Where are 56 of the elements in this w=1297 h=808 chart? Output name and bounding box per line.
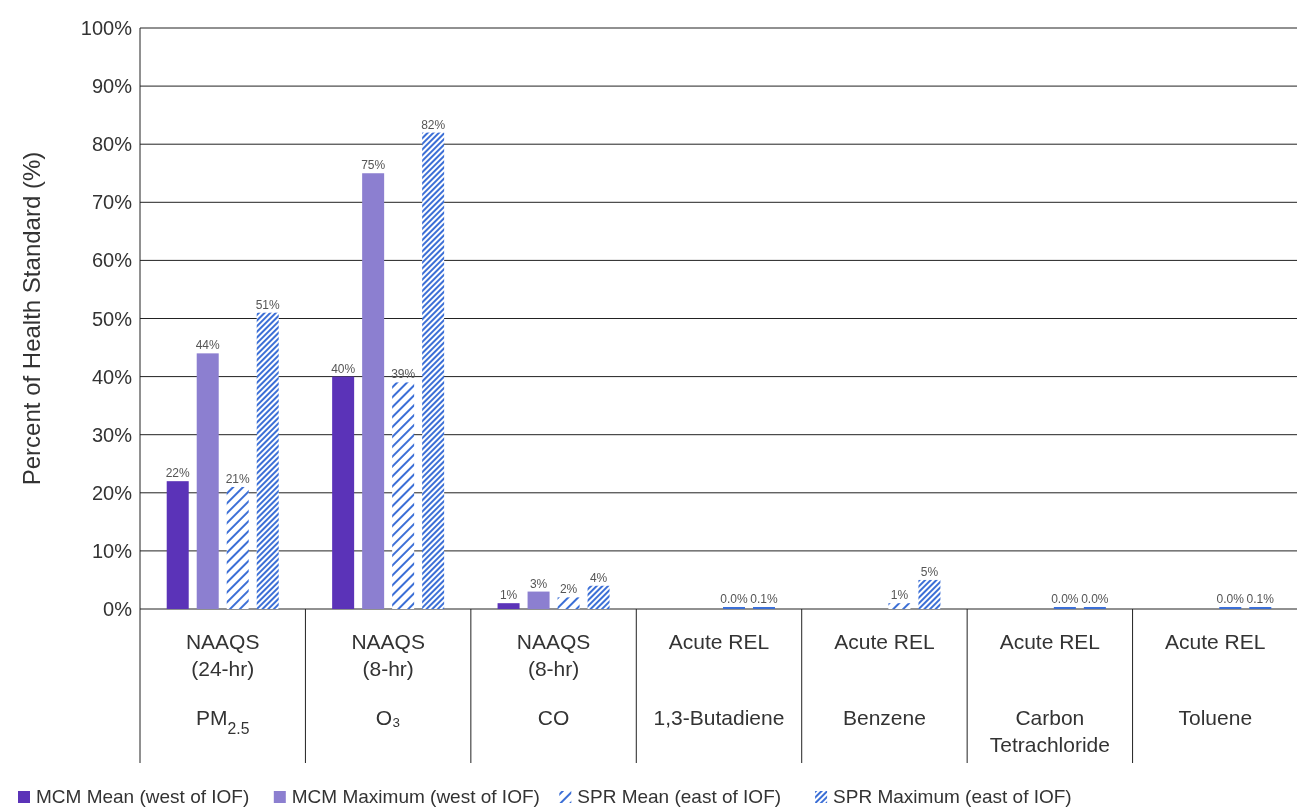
data-label: 51% [255,297,281,312]
data-label: 2% [559,582,578,597]
bar [166,481,189,609]
bar [422,132,445,609]
data-label: 0.0% [1216,592,1245,606]
bar [226,486,249,609]
data-label: 40% [331,361,356,376]
y-tick-label: 40% [91,365,133,388]
bar [196,353,219,609]
y-tick-label: 50% [91,307,133,330]
y-tick-label: 30% [91,423,133,446]
legend-label: SPR Maximum (east of IOF) [833,786,1072,807]
data-label: 75% [361,158,386,173]
data-label: 0.1% [750,592,778,606]
category-label: Acute REL 1,3-Butadiene [653,630,785,729]
data-label: 0.0% [720,592,748,606]
legend-label: MCM Mean (west of IOF) [36,786,250,807]
y-tick-label: 80% [91,133,133,156]
data-label: 1% [499,588,518,603]
y-tick-label: 100% [80,17,133,39]
bar [256,312,279,609]
bar [392,382,415,609]
y-tick-label: 60% [91,249,133,272]
data-label: 4% [589,570,608,585]
y-tick-label: 0% [103,598,133,620]
data-label: 0.1% [1246,592,1275,606]
legend-label: MCM Maximum (west of IOF) [291,786,540,807]
bar [587,585,610,609]
data-label: 0.0% [1051,592,1079,606]
category-label: Acute REL Benzene [834,630,935,729]
y-tick-label: 70% [91,191,133,214]
y-tick-label: 10% [91,539,133,562]
category-label: Acute REL Carbon Tetrachloride [989,630,1110,756]
category-label: NAAQS (8-hr) O₃ [351,630,425,729]
bar [362,173,385,609]
data-label: 1% [890,588,909,603]
data-label: 21% [225,471,251,486]
category-label: NAAQS (24-hr) PM$_{2.5}$ [185,630,260,737]
data-label: 82% [421,117,446,132]
legend-label: SPR Mean (east of IOF) [577,786,782,807]
data-label: 22% [165,466,191,481]
bar [557,597,580,609]
bar [497,603,520,609]
bar [332,376,355,609]
y-tick-label: 20% [91,481,133,504]
bar [918,579,941,609]
data-label: 3% [529,576,548,591]
data-label: 5% [920,564,939,579]
bar [888,603,911,609]
category-label: NAAQS (8-hr) CO [516,630,591,729]
bar [527,591,550,609]
data-label: 0.0% [1081,592,1109,606]
data-label: 44% [195,338,221,353]
category-label: Acute REL Toluene [1165,630,1266,729]
y-tick-label: 90% [91,75,133,98]
y-axis-title: Percent of Health Standard (%) [18,151,45,486]
